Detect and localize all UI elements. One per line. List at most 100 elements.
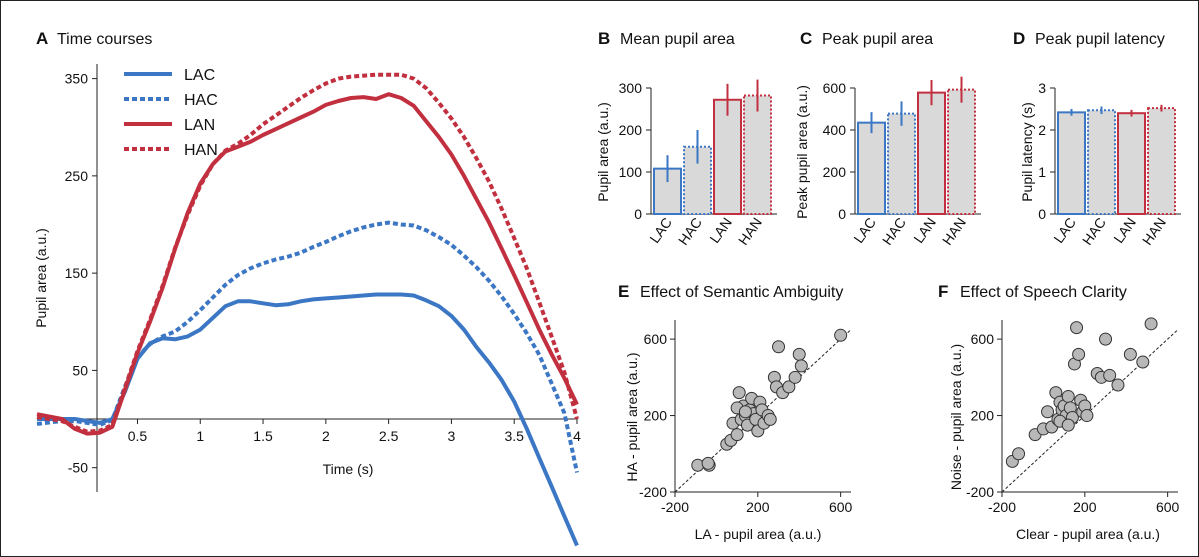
panel-b-y-tick-label: 100: [619, 164, 643, 180]
panel-e-point: [782, 380, 796, 394]
panel-f-y-label: Noise - pupil area (a.u.): [948, 344, 964, 490]
panel-e-letter: E: [618, 282, 629, 301]
panel-e-point: [732, 386, 746, 400]
panel-e-point: [730, 428, 744, 442]
panel-a-letter: A: [36, 29, 48, 48]
panel-f-letter: F: [938, 282, 948, 301]
panel-e-y-tick-label: 600: [644, 331, 668, 347]
panel-a-x-tick-label: 2.5: [379, 428, 399, 444]
panel-a-y-tick-label: 250: [65, 168, 89, 184]
panel-a-y-tick-label: 150: [65, 265, 89, 281]
panel-e-point: [788, 370, 802, 384]
panel-a-x-tick-label: 1.5: [253, 428, 273, 444]
panel-f-point: [1061, 418, 1075, 432]
panel-c-letter: C: [800, 29, 812, 48]
panel-f-point: [1099, 332, 1113, 346]
panel-c-y-tick-label: 400: [823, 122, 847, 138]
panel-f-x-tick-label: -200: [988, 499, 1016, 515]
panel-a-x-tick-label: 3.5: [504, 428, 524, 444]
bar-hac: [1087, 109, 1116, 215]
panel-f-point: [1136, 355, 1150, 369]
panel-d-title: Peak pupil latency: [1035, 31, 1165, 48]
panel-a-axes: -50 50 150 250 350 0.5 1 1.5 2 2.5 3 3.5 4: [37, 64, 581, 492]
bar-lac: [857, 121, 886, 215]
bar-han: [947, 88, 976, 215]
panel-f: F Effect of Speech Clarity -200200600-20…: [938, 282, 1180, 542]
panel-e-x-tick-label: -200: [661, 499, 689, 515]
panel-a-legend: LAC HAC LAN HAN: [124, 67, 218, 159]
panel-e-x-label: LA - pupil area (a.u.): [695, 526, 822, 542]
panel-a-x-tick-label: 1: [196, 428, 204, 444]
panel-d-y-tick-label: 2: [1038, 122, 1046, 138]
panel-f-point: [1103, 368, 1117, 382]
panel-a-x-tick-label: 2: [322, 428, 330, 444]
panel-a-x-label: Time (s): [323, 461, 374, 477]
panel-e-point: [834, 328, 848, 342]
panel-a-y-tick-label: -50: [68, 460, 88, 476]
panel-f-y-tick-label: 200: [971, 408, 995, 424]
series-line-han: [36, 72, 579, 434]
panel-a-x-ticks: 0.5 1 1.5 2 2.5 3 3.5 4: [37, 418, 581, 444]
panel-f-x-tick-label: 600: [1156, 499, 1180, 515]
panel-a-title: Time courses: [57, 31, 152, 48]
panel-d-y-tick-label: 3: [1038, 80, 1046, 96]
bar-lan: [713, 98, 742, 215]
panel-f-plot: -200 200 600 -200 200 600: [966, 317, 1180, 515]
panel-b-y-tick-label: 300: [619, 80, 643, 96]
panel-e-x-tick-label: 600: [829, 499, 853, 515]
panel-b-y-tick-label: 200: [619, 122, 643, 138]
panel-a-y-ticks: -50 50 150 250 350: [65, 71, 97, 476]
panel-e-point: [763, 412, 777, 426]
panel-d-y-tick-label: 0: [1038, 206, 1046, 222]
panel-a: A Time courses -50 50 150 250 350 0.5 1 1.5 2 2.…: [33, 29, 581, 547]
panel-b-letter: B: [598, 29, 610, 48]
panel-b-y-label: Pupil area (a.u.): [595, 102, 611, 202]
panel-a-x-tick-label: 3: [448, 428, 456, 444]
panel-c-y-tick-label: 600: [823, 80, 847, 96]
panel-e-title: Effect of Semantic Ambiguity: [640, 284, 843, 301]
bar-hac: [887, 112, 916, 215]
panel-f-title: Effect of Speech Clarity: [960, 284, 1127, 301]
panel-a-y-tick-label: 50: [72, 362, 88, 378]
bar-han: [743, 94, 772, 215]
panel-e-point: [794, 359, 808, 373]
panel-f-point: [1144, 317, 1158, 331]
panel-b-y-tick-label: 0: [634, 206, 642, 222]
panel-e-x-tick-label: 200: [746, 499, 770, 515]
panel-f-point: [1041, 405, 1055, 419]
bar-han: [1147, 107, 1176, 215]
panel-f-x-tick-label: 200: [1073, 499, 1097, 515]
bar-lan: [1117, 112, 1146, 215]
panel-e-y-tick-label: 200: [644, 408, 668, 424]
panel-d-letter: D: [1013, 29, 1025, 48]
panel-e-point: [772, 340, 786, 354]
panel-a-x-tick-label: 0.5: [128, 428, 148, 444]
panel-a-x-tick-label: 4: [573, 428, 581, 444]
panel-e-y-tick-label: -200: [639, 484, 667, 500]
bar-lac: [1057, 111, 1086, 215]
panel-a-lines: [36, 72, 579, 547]
panel-c-y-label: Peak pupil area (a.u.): [794, 85, 810, 219]
panel-e-plot: -200 200 600 -200 200 600: [639, 320, 853, 515]
panel-f-point: [1061, 389, 1075, 403]
panel-f-y-tick-label: -200: [966, 484, 994, 500]
panel-f-y-tick-label: 600: [971, 331, 995, 347]
panel-f-x-label: Clear - pupil area (a.u.): [1016, 526, 1160, 542]
panel-c-title: Peak pupil area: [822, 31, 933, 48]
panel-e-point: [701, 456, 715, 470]
panel-c-y-tick-label: 0: [838, 206, 846, 222]
panel-b-title: Mean pupil area: [620, 31, 735, 48]
panel-f-point: [1111, 378, 1125, 392]
panel-f-point: [1012, 447, 1026, 461]
panel-c-y-tick-label: 200: [823, 164, 847, 180]
panel-f-point: [1080, 409, 1094, 423]
panel-d-y-label: Pupil latency (s): [1019, 102, 1035, 202]
panel-e-point: [738, 405, 752, 419]
